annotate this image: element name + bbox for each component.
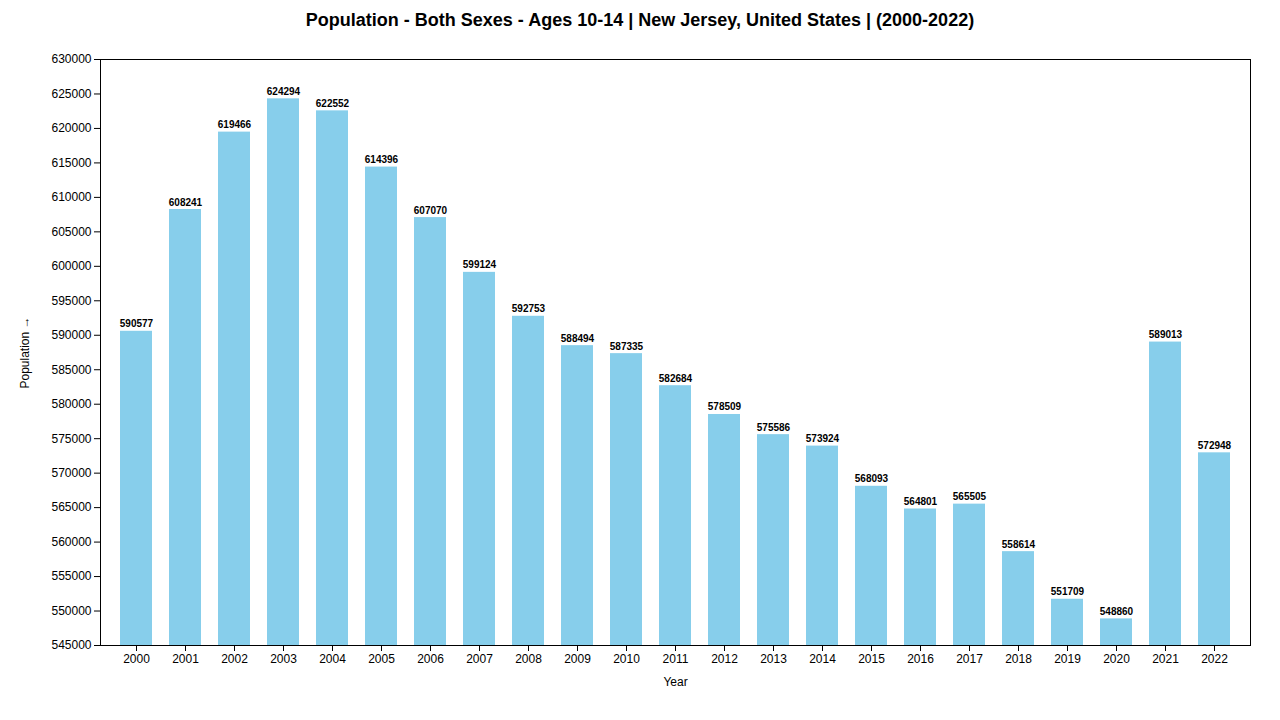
svg-text:2005: 2005 xyxy=(368,652,395,666)
svg-text:590577: 590577 xyxy=(120,318,154,329)
svg-text:2010: 2010 xyxy=(613,652,640,666)
svg-text:2019: 2019 xyxy=(1054,652,1081,666)
svg-text:589013: 589013 xyxy=(1149,329,1183,340)
svg-text:2014: 2014 xyxy=(809,652,836,666)
svg-text:624294: 624294 xyxy=(267,86,301,97)
svg-text:2017: 2017 xyxy=(956,652,983,666)
svg-text:568093: 568093 xyxy=(855,473,889,484)
svg-text:551709: 551709 xyxy=(1051,586,1085,597)
svg-text:545000: 545000 xyxy=(51,638,91,652)
svg-text:575586: 575586 xyxy=(757,422,791,433)
svg-text:575000: 575000 xyxy=(51,432,91,446)
svg-text:2013: 2013 xyxy=(760,652,787,666)
svg-text:580000: 580000 xyxy=(51,397,91,411)
svg-text:2018: 2018 xyxy=(1005,652,1032,666)
svg-text:608241: 608241 xyxy=(169,197,203,208)
svg-text:548860: 548860 xyxy=(1100,606,1134,617)
svg-text:558614: 558614 xyxy=(1002,539,1036,550)
svg-text:560000: 560000 xyxy=(51,535,91,549)
svg-text:595000: 595000 xyxy=(51,294,91,308)
html-text:Population - Both Sexes - Ages: Population - Both Sexes - Ages 10-14 | N… xyxy=(305,10,975,30)
svg-text:570000: 570000 xyxy=(51,466,91,480)
svg-text:2001: 2001 xyxy=(172,652,199,666)
svg-text:2007: 2007 xyxy=(466,652,493,666)
svg-text:622552: 622552 xyxy=(316,98,350,109)
svg-text:600000: 600000 xyxy=(51,259,91,273)
svg-text:625000: 625000 xyxy=(51,87,91,101)
svg-text:565000: 565000 xyxy=(51,500,91,514)
svg-text:599124: 599124 xyxy=(463,259,497,270)
svg-text:2011: 2011 xyxy=(663,652,689,666)
svg-text:550000: 550000 xyxy=(51,604,91,618)
svg-text:2012: 2012 xyxy=(711,652,738,666)
svg-text:588494: 588494 xyxy=(561,333,595,344)
svg-text:607070: 607070 xyxy=(414,205,448,216)
svg-text:592753: 592753 xyxy=(512,303,546,314)
svg-text:590000: 590000 xyxy=(51,328,91,342)
svg-text:2015: 2015 xyxy=(858,652,885,666)
svg-text:620000: 620000 xyxy=(51,121,91,135)
svg-text:573924: 573924 xyxy=(806,433,840,444)
svg-text:572948: 572948 xyxy=(1198,440,1232,451)
svg-text:Population →: Population → xyxy=(18,316,32,388)
svg-text:614396: 614396 xyxy=(365,154,399,165)
svg-text:582684: 582684 xyxy=(659,373,693,384)
svg-text:630000: 630000 xyxy=(51,52,91,66)
svg-text:2004: 2004 xyxy=(319,652,346,666)
svg-text:2003: 2003 xyxy=(270,652,297,666)
svg-text:564801: 564801 xyxy=(904,496,938,507)
svg-text:578509: 578509 xyxy=(708,401,742,412)
svg-text:605000: 605000 xyxy=(51,225,91,239)
svg-text:2016: 2016 xyxy=(907,652,934,666)
svg-text:2008: 2008 xyxy=(515,652,542,666)
svg-text:Year: Year xyxy=(663,675,687,689)
svg-text:565505: 565505 xyxy=(953,491,987,502)
svg-text:2009: 2009 xyxy=(564,652,591,666)
svg-text:587335: 587335 xyxy=(610,341,644,352)
svg-text:615000: 615000 xyxy=(51,156,91,170)
svg-text:2021: 2021 xyxy=(1152,652,1179,666)
svg-text:585000: 585000 xyxy=(51,363,91,377)
svg-text:610000: 610000 xyxy=(51,190,91,204)
svg-text:619466: 619466 xyxy=(218,119,252,130)
svg-text:2022: 2022 xyxy=(1201,652,1228,666)
svg-text:2002: 2002 xyxy=(221,652,248,666)
svg-text:2020: 2020 xyxy=(1103,652,1130,666)
svg-text:2000: 2000 xyxy=(123,652,150,666)
svg-text:555000: 555000 xyxy=(51,569,91,583)
svg-text:2006: 2006 xyxy=(417,652,444,666)
